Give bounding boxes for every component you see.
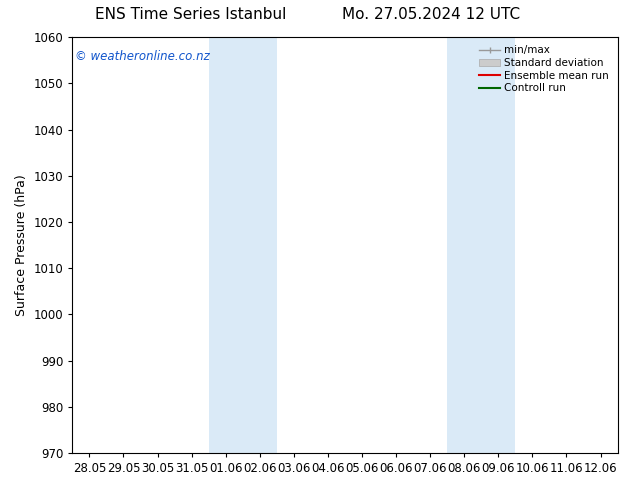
Y-axis label: Surface Pressure (hPa): Surface Pressure (hPa) (15, 174, 28, 316)
Text: Mo. 27.05.2024 12 UTC: Mo. 27.05.2024 12 UTC (342, 7, 520, 23)
Text: ENS Time Series Istanbul: ENS Time Series Istanbul (94, 7, 286, 23)
Bar (447, 37, 515, 453)
Legend: min/max, Standard deviation, Ensemble mean run, Controll run: min/max, Standard deviation, Ensemble me… (476, 42, 612, 97)
Bar (209, 37, 277, 453)
Text: © weatheronline.co.nz: © weatheronline.co.nz (75, 49, 210, 63)
